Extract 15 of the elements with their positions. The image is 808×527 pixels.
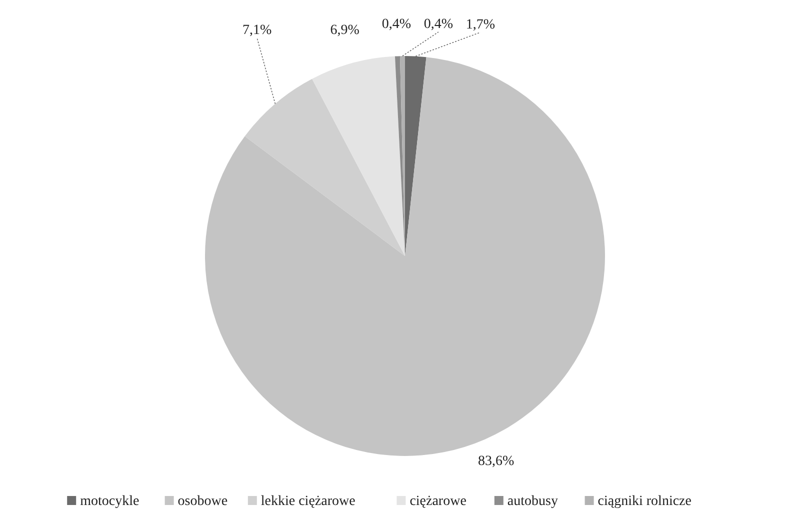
legend-label: ciężarowe (410, 494, 466, 509)
pie-slice (312, 56, 405, 256)
data-label: 6,9% (330, 23, 360, 38)
legend-label: motocykle (80, 494, 140, 509)
data-label: 0,4% (382, 17, 412, 32)
legend-label: ciągniki rolnicze (598, 494, 692, 509)
data-label: 1,7% (466, 17, 496, 32)
legend-label: autobusy (507, 494, 558, 509)
legend-label: osobowe (178, 494, 228, 509)
data-label: 0,4% (424, 17, 454, 32)
pie-slice (205, 57, 605, 456)
legend-label: lekkie ciężarowe (260, 494, 356, 509)
data-label: 83,6% (478, 454, 515, 469)
data-label: 7,1% (242, 23, 272, 38)
pie-slice (244, 78, 405, 256)
